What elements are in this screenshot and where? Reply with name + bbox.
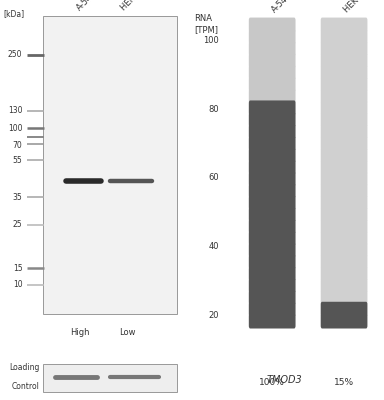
FancyBboxPatch shape [249, 195, 296, 210]
Text: Loading: Loading [9, 363, 39, 372]
FancyBboxPatch shape [321, 124, 367, 139]
FancyBboxPatch shape [321, 219, 367, 234]
FancyBboxPatch shape [249, 231, 296, 246]
FancyBboxPatch shape [321, 207, 367, 222]
FancyBboxPatch shape [321, 314, 367, 328]
FancyBboxPatch shape [321, 41, 367, 56]
FancyBboxPatch shape [321, 148, 367, 163]
FancyBboxPatch shape [249, 183, 296, 198]
FancyBboxPatch shape [249, 30, 296, 44]
Text: 100: 100 [204, 36, 219, 45]
Text: 15%: 15% [334, 378, 354, 386]
FancyBboxPatch shape [249, 290, 296, 305]
FancyBboxPatch shape [249, 266, 296, 281]
FancyBboxPatch shape [249, 89, 296, 104]
Text: 100%: 100% [259, 378, 285, 386]
FancyBboxPatch shape [321, 160, 367, 174]
FancyBboxPatch shape [321, 77, 367, 92]
FancyBboxPatch shape [321, 89, 367, 104]
FancyBboxPatch shape [321, 53, 367, 68]
Text: HEK 293: HEK 293 [119, 0, 150, 13]
FancyBboxPatch shape [249, 65, 296, 80]
Text: 100: 100 [8, 124, 22, 133]
FancyBboxPatch shape [321, 302, 367, 317]
FancyBboxPatch shape [249, 302, 296, 317]
Text: [kDa]: [kDa] [4, 9, 25, 18]
FancyBboxPatch shape [249, 100, 296, 115]
Text: 20: 20 [209, 311, 219, 320]
Text: Control: Control [11, 382, 39, 391]
FancyBboxPatch shape [249, 314, 296, 328]
FancyBboxPatch shape [321, 65, 367, 80]
Text: 10: 10 [13, 280, 22, 289]
Text: HEK 293: HEK 293 [342, 0, 374, 14]
Text: High: High [70, 328, 89, 337]
Text: 25: 25 [13, 220, 22, 229]
FancyBboxPatch shape [321, 18, 367, 32]
FancyBboxPatch shape [249, 160, 296, 174]
FancyBboxPatch shape [321, 278, 367, 293]
FancyBboxPatch shape [43, 364, 177, 392]
Text: RNA
[TPM]: RNA [TPM] [194, 14, 218, 34]
Text: 130: 130 [8, 106, 22, 115]
FancyBboxPatch shape [249, 77, 296, 92]
FancyBboxPatch shape [321, 290, 367, 305]
Text: 80: 80 [209, 104, 219, 114]
Text: 250: 250 [8, 50, 22, 59]
FancyBboxPatch shape [321, 100, 367, 115]
Text: 35: 35 [13, 193, 22, 202]
FancyBboxPatch shape [249, 53, 296, 68]
FancyBboxPatch shape [321, 254, 367, 269]
Text: 40: 40 [209, 242, 219, 251]
Text: A-549: A-549 [74, 0, 98, 13]
FancyBboxPatch shape [249, 207, 296, 222]
FancyBboxPatch shape [249, 172, 296, 186]
FancyBboxPatch shape [321, 195, 367, 210]
FancyBboxPatch shape [321, 231, 367, 246]
FancyBboxPatch shape [249, 112, 296, 127]
FancyBboxPatch shape [249, 242, 296, 258]
Text: Low: Low [119, 328, 136, 337]
FancyBboxPatch shape [249, 148, 296, 163]
Text: 60: 60 [209, 173, 219, 182]
Text: 55: 55 [13, 156, 22, 165]
FancyBboxPatch shape [321, 242, 367, 258]
FancyBboxPatch shape [249, 278, 296, 293]
FancyBboxPatch shape [249, 41, 296, 56]
Text: 70: 70 [13, 141, 22, 150]
FancyBboxPatch shape [321, 112, 367, 127]
Text: 15: 15 [13, 264, 22, 273]
FancyBboxPatch shape [321, 266, 367, 281]
Text: A-549: A-549 [270, 0, 294, 14]
FancyBboxPatch shape [321, 183, 367, 198]
FancyBboxPatch shape [249, 254, 296, 269]
FancyBboxPatch shape [321, 136, 367, 151]
FancyBboxPatch shape [249, 219, 296, 234]
FancyBboxPatch shape [43, 16, 177, 314]
Text: TMOD3: TMOD3 [266, 375, 302, 385]
FancyBboxPatch shape [321, 172, 367, 186]
FancyBboxPatch shape [249, 136, 296, 151]
FancyBboxPatch shape [321, 30, 367, 44]
FancyBboxPatch shape [249, 124, 296, 139]
FancyBboxPatch shape [249, 18, 296, 32]
